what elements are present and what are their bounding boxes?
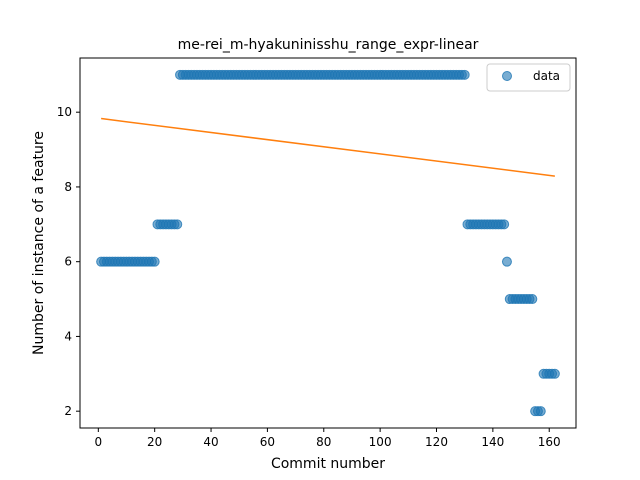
- y-tick-label: 8: [64, 180, 72, 194]
- legend-marker: [502, 71, 512, 81]
- plot-area: [80, 58, 576, 428]
- data-point: [172, 219, 183, 230]
- x-tick-label: 160: [538, 435, 561, 449]
- data-point: [527, 294, 538, 305]
- legend: data: [486, 63, 571, 92]
- y-tick-label: 2: [64, 404, 72, 418]
- data-point: [549, 368, 560, 379]
- y-tick-label: 10: [57, 105, 72, 119]
- x-tick-label: 40: [203, 435, 218, 449]
- legend-box: [486, 63, 571, 92]
- y-tick-label: 4: [64, 329, 72, 343]
- x-tick-label: 100: [369, 435, 392, 449]
- fit-line: [101, 117, 555, 177]
- legend-label: data: [533, 69, 560, 83]
- y-axis: 2 4 6 8 10: [57, 105, 80, 418]
- data-point: [501, 256, 512, 267]
- x-tick-label: 80: [316, 435, 331, 449]
- x-axis-label: Commit number: [271, 456, 385, 472]
- plot-frame: [79, 57, 577, 429]
- x-tick-label: 140: [481, 435, 504, 449]
- chart-title: me-rei_m-hyakuninisshu_range_expr-linear: [178, 37, 479, 53]
- y-tick-label: 6: [64, 255, 72, 269]
- y-axis-label: Number of instance of a feature: [31, 131, 47, 355]
- x-axis: 0 20 40 60 80 100 120 140 160: [94, 428, 561, 449]
- data-marks: [96, 69, 560, 417]
- data-point: [499, 219, 510, 230]
- x-tick-label: 20: [147, 435, 162, 449]
- x-tick-label: 120: [425, 435, 448, 449]
- data-point: [149, 256, 160, 267]
- x-tick-label: 60: [260, 435, 275, 449]
- data-point: [459, 69, 470, 80]
- data-point: [535, 406, 546, 417]
- x-tick-label: 0: [94, 435, 102, 449]
